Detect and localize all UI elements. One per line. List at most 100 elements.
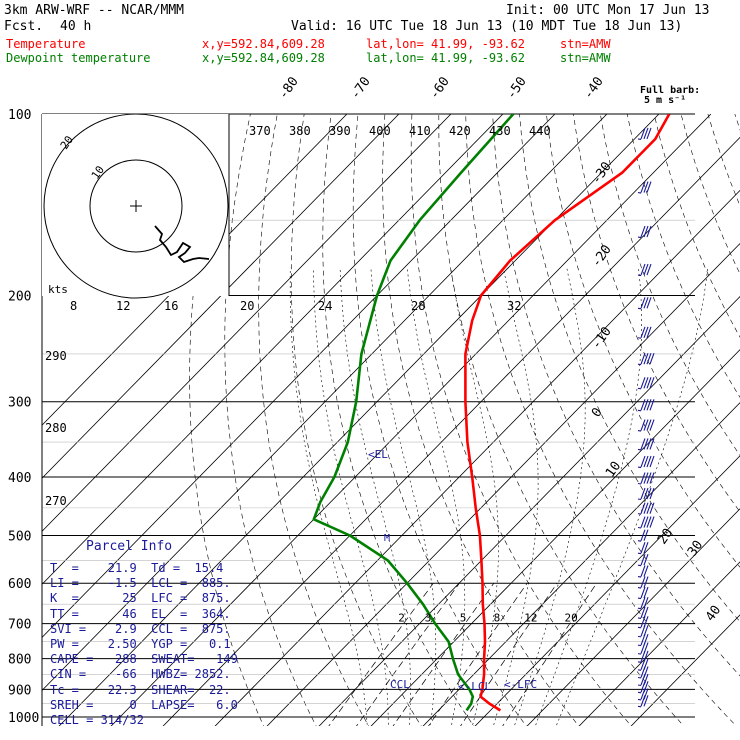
barb-staff [637,626,642,629]
barb-staff [637,363,642,366]
barb-feather [646,472,652,484]
barb-feather [643,542,649,554]
moist-adiabat [555,267,708,726]
barb-staff [637,576,642,578]
barb-feather [643,472,649,484]
barb-feather [646,377,652,389]
isotherm-line [266,242,740,726]
isotherm-label: -40 [581,74,607,102]
barb-feather [640,377,646,389]
wind-barb [637,576,649,589]
isotherm-label: -30 [589,159,615,187]
init-time: Init: 00 UTC Mon 17 Jun 13 [506,3,710,18]
barb-feather [640,565,646,577]
theta-label: 290 [45,349,67,363]
barb-feather [643,586,649,599]
barb-feather [646,225,652,238]
parcel-row: PW = 2.50 YGP = 0.1 [50,637,231,651]
barb-feather [646,263,652,276]
barb-feather [640,625,646,637]
hodograph-speed-tick: 12 [116,299,130,313]
theta-label: 280 [45,421,67,435]
wind-barb [637,263,652,277]
barb-feather [643,553,649,566]
parcel-row: TT = 46 EL = 364. [50,606,231,621]
mixing-ratio-line [428,583,528,726]
barb-feather [643,606,649,619]
parcel-row: SREH = 0 LAPSE= 6.0 [50,697,238,712]
barb-feather [646,419,652,431]
barb-feather [640,616,646,628]
barb-staff [637,409,642,412]
barb-staff [637,587,642,589]
pressure-tick-label: 800 [8,653,31,668]
barb-staff [637,274,642,277]
pressure-tick-label: 700 [8,618,31,633]
wind-barb [637,673,649,687]
wind-barb [637,596,649,610]
isotherm-line [526,508,740,726]
parcel-row: Tc = 22.3 SHEAR= 22. [50,682,231,697]
wind-barb [637,529,649,542]
barb-staff [637,597,642,600]
dry-adiabat [653,114,740,338]
temperature-xy: x,y=592.84,609.28 [202,37,325,51]
hodograph-speed-tick: 8 [70,299,77,313]
dry-adiabat [680,114,740,275]
isotherm-label: -50 [504,74,530,102]
theta-label: 420 [449,124,471,138]
barb-feather [640,297,646,309]
barb-feather [643,377,649,389]
barb-feather [643,529,649,541]
theta-label: 440 [529,124,551,138]
isotherm-label: -10 [589,324,615,352]
barb-staff [637,138,642,141]
theta-label: 430 [489,124,511,138]
barb-feather [640,487,646,500]
temperature-legend-label: Temperature [6,37,86,51]
wind-barb [637,455,655,469]
wind-barb [637,353,655,366]
isotherm-line [422,402,740,726]
barb-feather [649,472,655,484]
pressure-tick-label: 100 [8,108,31,123]
hodograph-speed-tick: 16 [164,299,178,313]
isotherm-label: -20 [589,242,615,270]
barb-feather [640,542,646,554]
dry-adiabat [438,114,685,726]
dewpoint-station: stn=AMW [560,51,611,65]
forecast-hour: 40 h [60,19,92,34]
dewpoint-profile [312,114,515,712]
isotherm-line [110,114,712,726]
barb-feather [649,438,655,450]
wind-barb [637,225,652,239]
barb-feather [640,181,646,193]
dry-adiabat [382,114,580,726]
mixing-ratio-lines [328,582,597,726]
barb-feather [640,263,646,276]
barb-feather [646,127,652,140]
barb-feather [640,650,646,663]
barb-feather [646,353,652,365]
dry-adiabat [519,114,740,623]
mixing-ratio-line [502,583,597,726]
barb-feather [640,419,646,431]
barb-feather [646,181,652,193]
wind-barb [637,127,652,141]
isotherm-line [42,114,452,532]
pressure-tick-label: 300 [8,396,31,411]
isotherm-line [214,189,740,726]
pressure-tick-label: 600 [8,577,31,592]
barb-feather [640,576,646,588]
mixing-ratio-label: 8 [494,611,501,624]
hodograph-ring [89,159,183,253]
wind-barb [637,326,652,339]
isotherm-label: -60 [427,74,453,102]
barb-feather [643,438,649,450]
ccl-marker: CCL [390,678,410,691]
barb-feather [649,377,655,389]
isotherm-line [42,114,348,426]
temperature-station: stn=AMW [560,37,611,51]
theta-label: 390 [329,124,351,138]
barb-feather [640,688,646,700]
